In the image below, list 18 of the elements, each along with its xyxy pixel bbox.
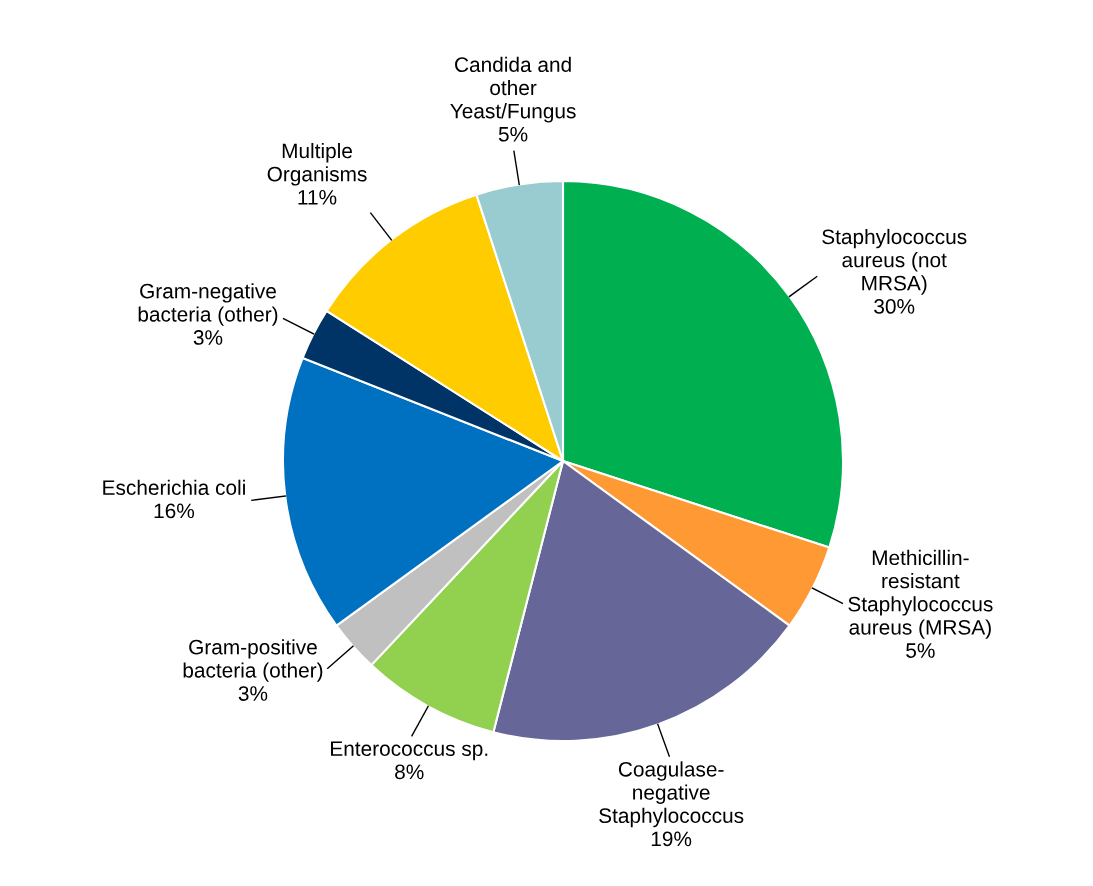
slice-label: Gram-positive bacteria (other) [183, 639, 323, 682]
data-label: 16% [154, 503, 195, 519]
data-label: 3% [193, 330, 223, 345]
slice-label: Coagulase- negative Staphylococcus [599, 761, 744, 828]
data-label: 19% [651, 831, 692, 847]
slice-label: Enterococcus sp. [331, 741, 488, 761]
slice-label: Gram-negative bacteria (other) [138, 283, 278, 326]
data-label: 5% [906, 643, 935, 658]
data-label: 30% [874, 299, 915, 314]
slice-label: Multiple Organisms [267, 142, 367, 186]
slice-label: Methicillin- resistant Staphylococcus aureus (MRSA) [848, 549, 993, 639]
data-label: 5% [498, 126, 528, 142]
slice-label: Candida and other Yeast/Fungus [450, 56, 576, 123]
data-label: 11% [298, 190, 337, 205]
slice-label: Staphylococcus aureus (not MRSA) [822, 228, 967, 295]
slice-label: Escherichia coli [103, 479, 245, 495]
data-label: 8% [395, 764, 424, 780]
data-label: 3% [238, 686, 268, 701]
